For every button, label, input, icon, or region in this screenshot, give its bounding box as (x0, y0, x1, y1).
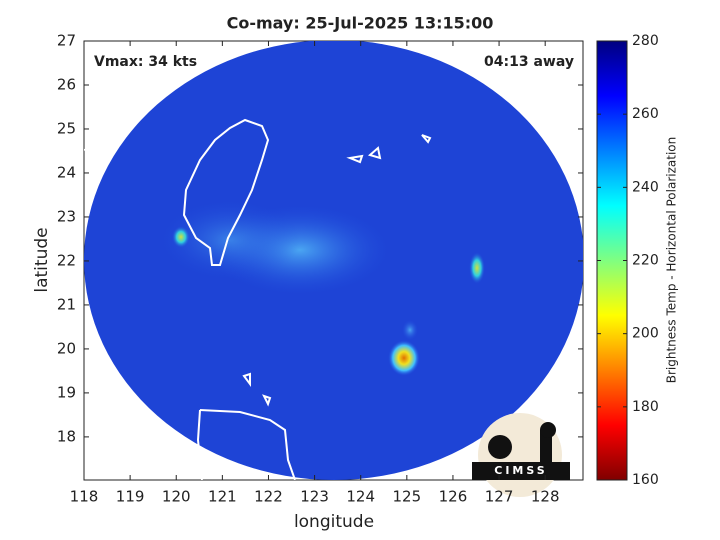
colorbar-tick-label: 260 (632, 106, 659, 122)
colorbar-label: Brightness Temp - Horizontal Polarizatio… (665, 137, 679, 384)
colorbar-tick-label: 160 (632, 472, 659, 488)
y-tick-label: 22 (57, 251, 76, 269)
y-tick-label: 27 (57, 32, 76, 50)
colorbar-tick-label: 180 (632, 399, 659, 415)
x-tick-label: 119 (116, 488, 145, 506)
x-tick-label: 128 (531, 488, 560, 506)
y-tick-label: 21 (57, 295, 76, 313)
y-tick-label: 23 (57, 207, 76, 225)
annotation: Vmax: 34 kts (94, 54, 197, 70)
y-tick-label: 20 (57, 339, 76, 357)
x-tick-label: 123 (300, 488, 329, 506)
x-axis-label: longitude (294, 512, 374, 532)
x-tick-label: 124 (346, 488, 375, 506)
y-tick-label: 19 (57, 383, 76, 401)
satellite-field (84, 41, 583, 480)
x-tick-label: 127 (485, 488, 514, 506)
y-tick-label: 18 (57, 427, 76, 445)
colorbar (596, 40, 628, 481)
y-tick-label: 24 (57, 163, 76, 181)
x-tick-label: 118 (70, 488, 99, 506)
chart-title: Co-may: 25-Jul-2025 13:15:00 (227, 14, 494, 33)
colorbar-tick-label: 200 (632, 326, 659, 342)
x-tick-label: 125 (393, 488, 422, 506)
x-tick-label: 120 (162, 488, 191, 506)
annotation: 04:13 away (484, 54, 574, 70)
y-tick-label: 25 (57, 119, 76, 137)
y-tick-label: 26 (57, 75, 76, 93)
x-tick-label: 121 (208, 488, 237, 506)
x-tick-label: 126 (439, 488, 468, 506)
colorbar-tick-label: 280 (632, 33, 659, 49)
y-axis-label: latitude (32, 227, 52, 292)
logo-text: CIMSS (494, 464, 547, 477)
coastline (84, 43, 577, 480)
colorbar-tick-label: 220 (632, 253, 659, 269)
colorbar-tick-label: 240 (632, 179, 659, 195)
x-tick-label: 122 (254, 488, 283, 506)
